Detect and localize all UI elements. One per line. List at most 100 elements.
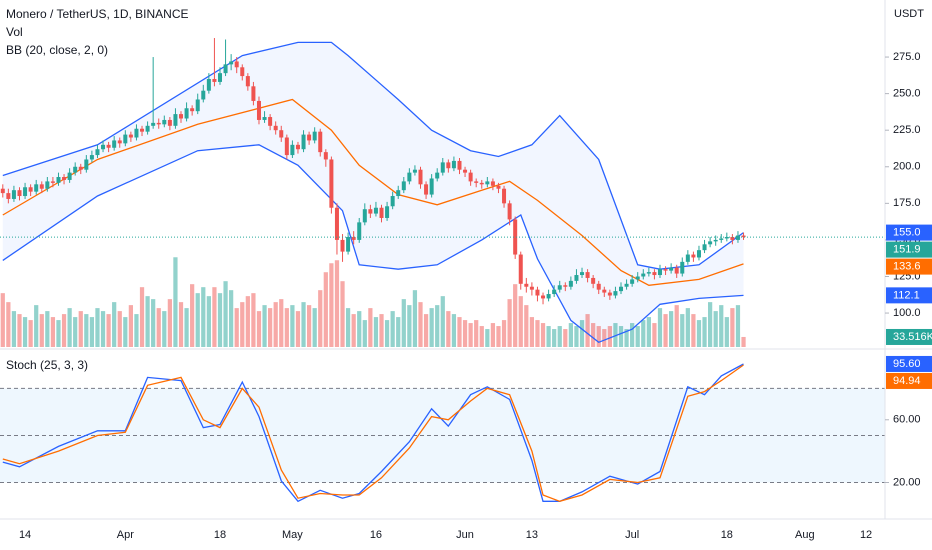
volume-bar — [490, 323, 496, 347]
candle-body — [541, 295, 546, 299]
volume-bar — [173, 257, 178, 347]
candle-body — [362, 209, 367, 223]
candle-body — [390, 196, 395, 207]
candle-body — [457, 160, 462, 170]
candle-body — [346, 236, 351, 252]
candle-body — [618, 286, 624, 292]
candle-body — [312, 131, 317, 141]
volume-bar — [613, 323, 618, 347]
y-tick-label: 275.0 — [893, 51, 921, 63]
candle-body — [11, 190, 16, 199]
candle-body — [112, 140, 117, 148]
volume-bar — [195, 293, 200, 347]
volume-bar — [273, 302, 278, 347]
volume-bar — [217, 293, 223, 347]
volume-bar — [357, 311, 362, 347]
candle-body — [101, 144, 106, 150]
candle-body — [663, 269, 668, 271]
volume-bar — [396, 317, 401, 347]
volume-bar — [56, 320, 61, 347]
candle-body — [212, 78, 217, 82]
volume-bar — [256, 311, 262, 347]
volume-bar — [184, 308, 189, 347]
stoch-k — [2, 363, 744, 503]
candle-body — [151, 122, 156, 126]
candle-body — [307, 134, 312, 141]
volume-bar — [496, 326, 501, 347]
volume-bar — [139, 287, 145, 347]
volume-bar — [401, 299, 406, 347]
y-tick-label: 100.0 — [893, 307, 921, 319]
volume-bar — [735, 305, 741, 347]
candle-body — [652, 272, 657, 276]
candle-body — [334, 207, 339, 240]
x-tick-label: 18 — [214, 529, 226, 541]
candle-body — [273, 125, 278, 131]
volume-bar — [669, 311, 674, 347]
candle-body — [535, 289, 540, 296]
candle-body — [134, 128, 139, 138]
y-tick-label: 175.0 — [893, 197, 921, 209]
volume-bar — [719, 305, 724, 347]
volume-bar — [312, 308, 317, 347]
volume-bar — [290, 305, 295, 347]
candle-body — [301, 134, 306, 150]
volume-bar — [518, 296, 523, 347]
x-tick-label: Apr — [117, 529, 134, 541]
volume-bar — [691, 314, 696, 347]
volume-bar — [524, 305, 529, 347]
volume-bar — [206, 296, 211, 347]
volume-bar — [540, 323, 546, 347]
candle-body — [195, 99, 200, 112]
candle-body — [396, 190, 401, 197]
candle-body — [474, 181, 479, 183]
candle-body — [145, 125, 150, 132]
candle-body — [179, 114, 184, 119]
legend-entry: BB (20, close, 2, 0) — [6, 43, 108, 57]
volume-bar — [462, 320, 468, 347]
candle-body — [429, 178, 434, 195]
volume-bar — [229, 290, 234, 347]
candle-body — [206, 78, 211, 91]
price-badge — [886, 328, 932, 345]
candle-body — [251, 86, 256, 101]
volume-bar — [50, 317, 56, 347]
volume-bar — [390, 311, 395, 347]
candle-body — [78, 166, 83, 170]
candle-body — [329, 159, 334, 208]
volume-bar — [696, 320, 702, 347]
price-badge-label: 155.0 — [893, 227, 921, 239]
volume-bar — [585, 314, 590, 347]
candle-body — [451, 160, 456, 169]
volume-bar — [680, 314, 685, 347]
volume-bar — [106, 314, 111, 347]
volume-bar — [379, 314, 384, 347]
volume-bar — [145, 296, 150, 347]
volume-bar — [123, 317, 128, 347]
volume-bar — [201, 287, 206, 347]
candle-body — [17, 190, 22, 197]
candle-body — [217, 73, 223, 82]
candle-body — [568, 280, 573, 287]
candle-body — [440, 162, 445, 173]
stoch-d — [2, 364, 744, 502]
volume-bar — [167, 299, 172, 347]
candle-body — [702, 244, 707, 251]
volume-bar — [384, 320, 390, 347]
volume-bar — [212, 287, 217, 347]
volume-bar — [240, 302, 245, 347]
candle-body — [557, 285, 562, 290]
candle-body — [468, 172, 473, 182]
candle-body — [735, 235, 740, 240]
volume-bar — [22, 317, 28, 347]
candle-body — [223, 64, 228, 74]
volume-bar — [474, 320, 479, 347]
volume-bar — [563, 329, 568, 347]
volume-bar — [117, 311, 122, 347]
volume-bar — [440, 296, 445, 347]
legend: Monero / TetherUS, 1D, BINANCE Vol BB (2… — [6, 7, 189, 372]
volume-bar — [435, 305, 440, 347]
candle-body — [62, 177, 67, 180]
